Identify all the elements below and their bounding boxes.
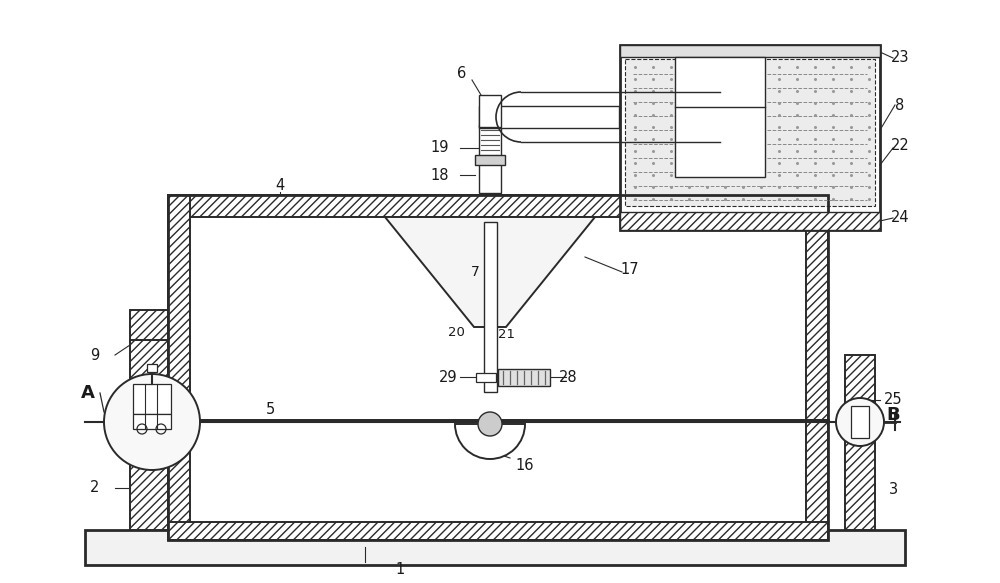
Text: 29: 29 bbox=[439, 370, 457, 385]
Bar bbox=[479, 125, 501, 193]
Bar bbox=[806, 195, 828, 420]
Bar bbox=[85, 530, 905, 565]
Bar bbox=[130, 340, 168, 530]
Text: 24: 24 bbox=[891, 210, 909, 226]
Circle shape bbox=[104, 374, 200, 470]
Text: A: A bbox=[81, 384, 95, 402]
Bar bbox=[168, 195, 828, 420]
Bar bbox=[625, 59, 875, 206]
Bar bbox=[133, 414, 171, 429]
Bar bbox=[168, 522, 828, 540]
Text: 5: 5 bbox=[265, 402, 275, 417]
Text: 18: 18 bbox=[431, 167, 449, 182]
Bar bbox=[806, 420, 828, 540]
Text: 3: 3 bbox=[888, 483, 898, 497]
Bar bbox=[168, 420, 190, 540]
Text: 8: 8 bbox=[895, 97, 905, 113]
Bar bbox=[168, 195, 828, 217]
Bar bbox=[845, 355, 875, 530]
Text: 20: 20 bbox=[448, 325, 465, 339]
Text: 23: 23 bbox=[891, 51, 909, 65]
Text: 19: 19 bbox=[431, 141, 449, 156]
Text: 21: 21 bbox=[498, 328, 515, 342]
Text: 22: 22 bbox=[891, 138, 909, 153]
Wedge shape bbox=[455, 424, 525, 459]
Text: 2: 2 bbox=[90, 480, 100, 496]
Bar bbox=[620, 45, 880, 57]
Polygon shape bbox=[385, 217, 595, 327]
Bar bbox=[675, 57, 765, 177]
Text: 9: 9 bbox=[90, 347, 100, 363]
Bar bbox=[168, 195, 190, 420]
Text: 25: 25 bbox=[884, 392, 902, 408]
Bar bbox=[147, 364, 157, 372]
Text: 17: 17 bbox=[621, 262, 639, 278]
Bar bbox=[620, 45, 880, 230]
Bar bbox=[130, 310, 168, 340]
Bar bbox=[479, 106, 619, 128]
Bar bbox=[484, 222, 497, 392]
Text: 7: 7 bbox=[471, 265, 480, 279]
Text: 4: 4 bbox=[275, 177, 285, 192]
Bar bbox=[476, 373, 496, 382]
Bar bbox=[620, 212, 880, 230]
Bar bbox=[133, 384, 171, 414]
Text: B: B bbox=[886, 406, 900, 424]
Bar bbox=[498, 369, 550, 386]
Text: 16: 16 bbox=[516, 458, 534, 472]
Circle shape bbox=[478, 412, 502, 436]
Bar bbox=[479, 95, 501, 127]
Bar bbox=[851, 406, 869, 438]
Circle shape bbox=[836, 398, 884, 446]
Bar bbox=[168, 420, 828, 540]
Text: 1: 1 bbox=[395, 563, 405, 578]
Text: 6: 6 bbox=[457, 65, 467, 80]
Bar bbox=[475, 155, 505, 165]
Text: 28: 28 bbox=[559, 370, 577, 385]
